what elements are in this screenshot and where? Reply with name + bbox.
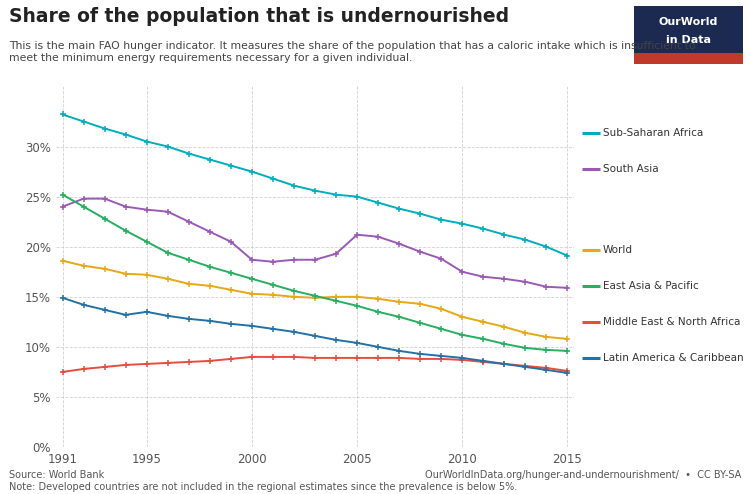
Text: Note: Developed countries are not included in the regional estimates since the p: Note: Developed countries are not includ… <box>9 482 518 492</box>
Bar <box>634 52 742 64</box>
Text: OurWorld: OurWorld <box>658 17 718 27</box>
Text: Middle East & North Africa: Middle East & North Africa <box>603 317 740 327</box>
Text: South Asia: South Asia <box>603 165 658 174</box>
Text: This is the main FAO hunger indicator. It measures the share of the population t: This is the main FAO hunger indicator. I… <box>9 41 696 50</box>
Text: OurWorldInData.org/hunger-and-undernourishment/  •  CC BY-SA: OurWorldInData.org/hunger-and-undernouri… <box>424 470 741 480</box>
Text: Source: World Bank: Source: World Bank <box>9 470 104 480</box>
Text: Share of the population that is undernourished: Share of the population that is undernou… <box>9 7 509 26</box>
Text: in Data: in Data <box>666 35 711 45</box>
Text: Sub-Saharan Africa: Sub-Saharan Africa <box>603 128 703 138</box>
Text: East Asia & Pacific: East Asia & Pacific <box>603 281 699 291</box>
Text: Latin America & Caribbean: Latin America & Caribbean <box>603 353 743 363</box>
Text: meet the minimum energy requirements necessary for a given individual.: meet the minimum energy requirements nec… <box>9 53 412 63</box>
Text: World: World <box>603 245 633 255</box>
